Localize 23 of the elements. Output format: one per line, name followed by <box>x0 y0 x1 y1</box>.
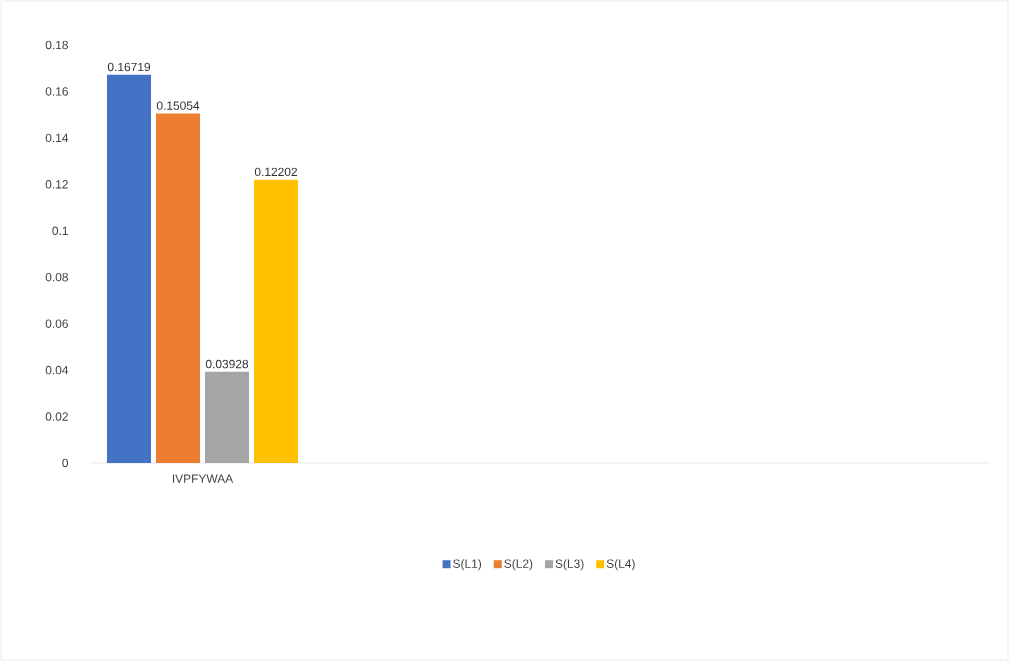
bar <box>205 371 250 463</box>
bar <box>156 113 201 463</box>
bar <box>254 179 299 463</box>
data-label: 0.12202 <box>254 167 298 177</box>
data-label: 0.16719 <box>107 62 151 72</box>
legend-label: S(L3) <box>555 559 584 571</box>
data-label: 0.03928 <box>205 359 249 369</box>
y-tick-label: 0.14 <box>45 133 69 143</box>
y-tick-label: 0.18 <box>45 40 68 50</box>
y-tick-label: 0.06 <box>45 319 68 328</box>
y-tick-label: 0 <box>62 458 69 468</box>
data-label: 0.15054 <box>156 101 200 110</box>
y-tick-label: 0.02 <box>45 412 68 421</box>
bar <box>107 74 152 463</box>
legend-label: S(L4) <box>606 559 635 571</box>
legend-label: S(L1) <box>453 559 482 571</box>
y-tick-label: 0.12 <box>45 180 68 189</box>
y-tick-label: 0.1 <box>52 226 68 235</box>
x-tick-label: IVPFYWAA <box>172 474 234 483</box>
y-tick-label: 0.04 <box>45 365 69 375</box>
legend-label: S(L2) <box>504 559 533 571</box>
y-tick-label: 0.16 <box>45 87 68 96</box>
y-tick-label: 0.08 <box>45 272 68 282</box>
